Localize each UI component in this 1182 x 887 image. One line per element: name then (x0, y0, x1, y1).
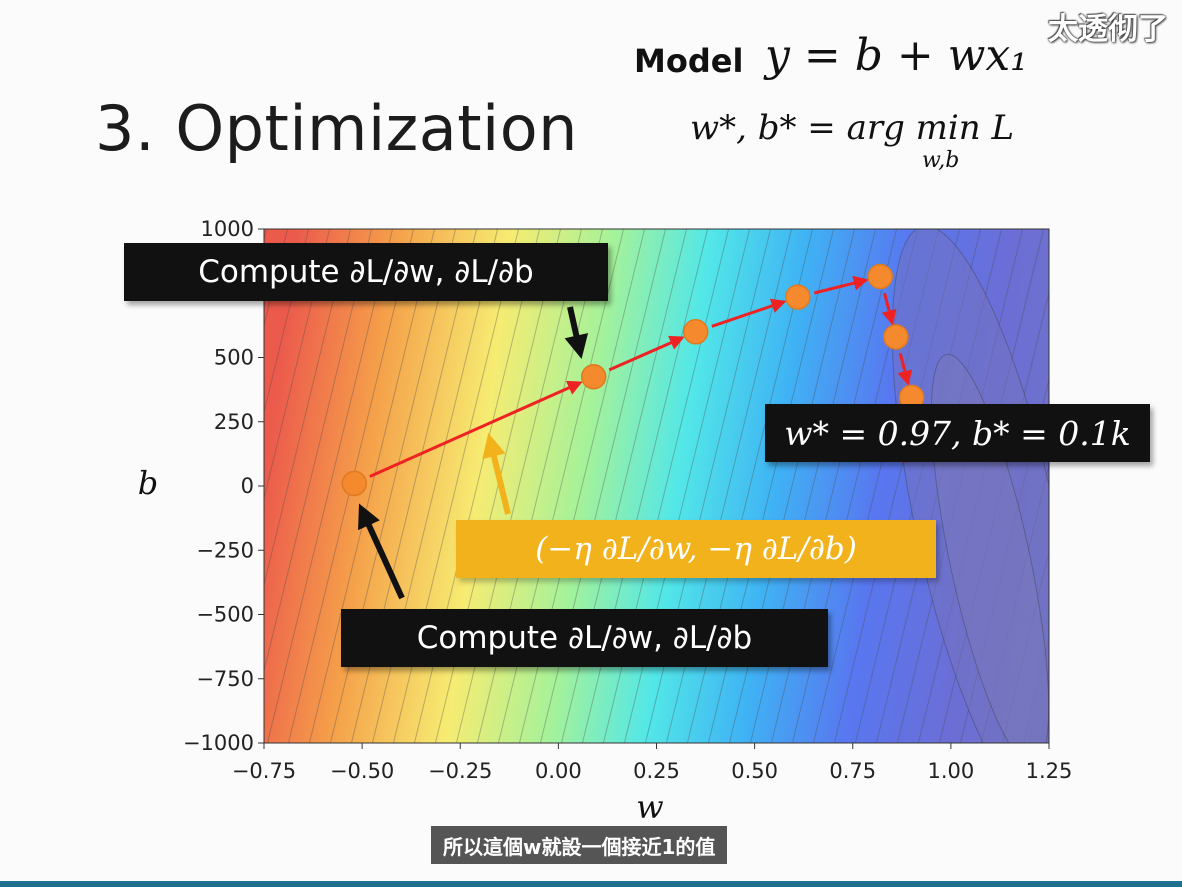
y-tick-label: −750 (196, 667, 254, 691)
y-tick-label: −1000 (183, 731, 254, 755)
argmin-equation: w*, b* = arg min L (690, 108, 1015, 148)
descent-point (683, 319, 709, 345)
y-axis-label: b (138, 464, 158, 502)
descent-point (341, 470, 368, 497)
x-tick-label: 1.00 (927, 759, 974, 783)
callout-top-pointer (564, 306, 589, 360)
descent-point (580, 364, 607, 390)
y-axis: 10007505002500−250−500−750−1000 (183, 217, 264, 755)
y-tick-label: 1000 (201, 217, 254, 241)
descent-step-arrow (897, 353, 913, 386)
x-tick-label: −0.25 (428, 759, 492, 783)
descent-points (341, 263, 925, 497)
descent-step-arrow (881, 292, 897, 326)
descent-point (785, 284, 811, 310)
model-label: Model (634, 42, 744, 80)
descent-step-arrow (711, 298, 787, 328)
optimum-result-callout: w* = 0.97, b* = 0.1k (765, 404, 1150, 462)
step-pointer (482, 433, 511, 515)
x-tick-label: 0.50 (731, 759, 778, 783)
y-tick-label: −500 (196, 603, 254, 627)
video-progress-bar[interactable] (0, 881, 1182, 887)
slide-title: 3. Optimization (95, 92, 578, 165)
descent-point (883, 324, 909, 350)
argmin-subscript: w,b (922, 148, 960, 173)
descent-step-arrow (608, 335, 685, 372)
compute-gradient-callout-top: Compute ∂L/∂w, ∂L/∂b (124, 243, 608, 301)
callout-bottom-pointer (358, 503, 405, 600)
x-tick-label: −0.75 (232, 759, 296, 783)
x-tick-label: 0.00 (535, 759, 582, 783)
descent-step-arrow (369, 380, 583, 478)
y-tick-label: 0 (241, 474, 254, 498)
step-update-callout: (−η ∂L/∂w, −η ∂L/∂b) (456, 520, 936, 578)
model-equation: y = b + wx₁ (765, 30, 1028, 81)
x-tick-label: −0.50 (330, 759, 394, 783)
compute-gradient-callout-bottom: Compute ∂L/∂w, ∂L/∂b (341, 609, 828, 667)
descent-step-arrow (813, 275, 869, 295)
x-tick-label: 0.75 (829, 759, 876, 783)
y-tick-label: 250 (214, 410, 254, 434)
y-tick-label: −250 (196, 538, 254, 562)
x-tick-label: 0.25 (633, 759, 680, 783)
y-tick-label: 500 (214, 346, 254, 370)
descent-path (369, 275, 913, 478)
x-axis: −0.75 −0.50 −0.25 0.00 0.25 0.50 0.75 1.00 1.25 (232, 743, 1073, 783)
descent-point (867, 263, 893, 290)
video-subtitle: 所以這個w就設一個接近1的值 (431, 826, 728, 864)
x-axis-label: w (636, 788, 663, 826)
channel-watermark: 太透彻了 (1048, 12, 1168, 47)
x-tick-label: 1.25 (1026, 759, 1073, 783)
